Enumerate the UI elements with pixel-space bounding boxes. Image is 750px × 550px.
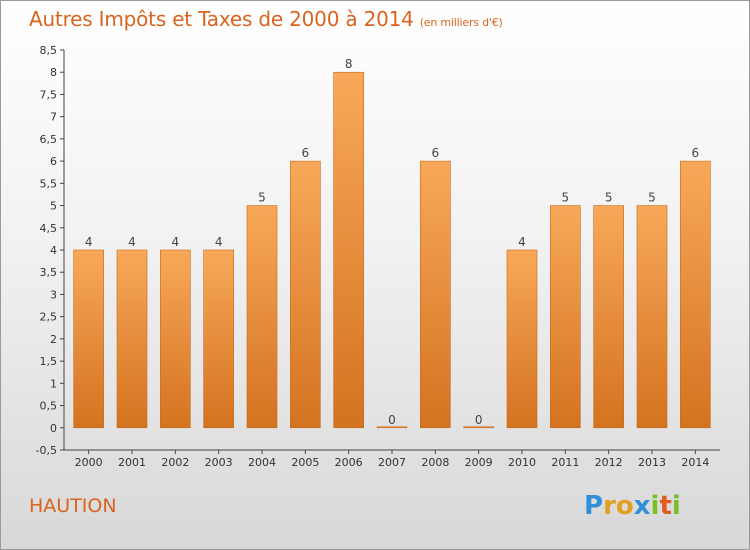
commune-name: HAUTION [29, 495, 117, 517]
bar [160, 249, 191, 429]
bar-value-label: 4 [215, 235, 223, 249]
y-tick-label: 1 [50, 377, 57, 390]
bar-value-label: 8 [345, 57, 353, 71]
bar [246, 205, 278, 429]
bar [290, 160, 321, 429]
logo-letter: t [659, 491, 672, 521]
bar [680, 160, 711, 429]
x-tick-label: 2003 [205, 456, 233, 469]
y-tick-label: 4 [50, 244, 57, 257]
bar [333, 71, 364, 429]
chart-data-labels: 4 4 4 4 5 6 8 0 6 0 4 5 5 5 6 [85, 57, 699, 427]
bar [73, 249, 104, 429]
x-tick-label: 2006 [335, 456, 363, 469]
logo-letter: o [615, 491, 634, 521]
x-tick-label: 2013 [638, 456, 666, 469]
bar-value-label: 6 [302, 146, 310, 160]
y-tick-label: 5,5 [40, 177, 58, 190]
y-tick-label: 7,5 [40, 88, 58, 101]
logo-letter: P [584, 491, 604, 521]
chart-title: Autres Impôts et Taxes de 2000 à 2014 (en… [29, 7, 503, 31]
logo-letter: i [650, 491, 660, 521]
bar [203, 249, 234, 429]
bar-value-label: 4 [518, 235, 526, 249]
x-tick-label: 2004 [248, 456, 276, 469]
bar [636, 205, 668, 429]
bar-value-label: 0 [388, 413, 396, 427]
y-tick-label: 3 [50, 288, 57, 301]
bar [463, 426, 494, 429]
chart-bars [73, 71, 711, 429]
y-tick-label: -0,5 [36, 444, 57, 457]
bar-value-label: 6 [432, 146, 440, 160]
title-unit: (en milliers d'€) [419, 16, 503, 29]
bar-value-label: 6 [692, 146, 700, 160]
y-tick-label: 2 [50, 333, 57, 346]
title-text: Autres Impôts et Taxes de 2000 à 2014 [29, 7, 414, 31]
logo-letter: r [603, 491, 616, 521]
x-tick-label: 2002 [161, 456, 189, 469]
chart-axes: -0,5 0 0,5 1 1,5 2 2,5 3 3,5 4 4,5 5 5,5 6 6,5 7 7,5 8 8,5… [36, 44, 720, 469]
bar [593, 205, 624, 429]
x-tick-label: 2000 [75, 456, 103, 469]
bar-value-label: 5 [648, 191, 656, 205]
x-tick-label: 2010 [508, 456, 536, 469]
bar [376, 426, 408, 429]
x-tick-label: 2011 [551, 456, 579, 469]
x-tick-label: 2009 [465, 456, 493, 469]
logo-letter: i [671, 491, 681, 521]
bar-value-label: 5 [258, 191, 266, 205]
y-tick-label: 1,5 [40, 355, 58, 368]
logo-letter: x [633, 491, 651, 521]
y-tick-label: 2,5 [40, 311, 58, 324]
bar [550, 205, 581, 429]
bar-value-label: 5 [605, 191, 613, 205]
x-tick-label: 2007 [378, 456, 406, 469]
x-tick-label: 2012 [595, 456, 623, 469]
bar-value-label: 0 [475, 413, 483, 427]
y-tick-label: 0 [50, 422, 57, 435]
y-tick-label: 8,5 [40, 44, 58, 57]
x-tick-label: 2008 [421, 456, 449, 469]
y-tick-label: 6,5 [40, 133, 58, 146]
bar-value-label: 4 [85, 235, 93, 249]
y-tick-label: 6 [50, 155, 57, 168]
x-tick-label: 2014 [681, 456, 709, 469]
y-tick-label: 8 [50, 66, 57, 79]
bar [116, 249, 148, 429]
bar-value-label: 5 [562, 191, 570, 205]
x-tick-label: 2001 [118, 456, 146, 469]
y-tick-label: 3,5 [40, 266, 58, 279]
bar-value-label: 4 [172, 235, 180, 249]
proxiti-logo: Proxiti [584, 491, 681, 521]
x-tick-label: 2005 [291, 456, 319, 469]
bar [506, 249, 538, 429]
y-tick-label: 4,5 [40, 222, 58, 235]
bar-value-label: 4 [128, 235, 136, 249]
y-tick-label: 0,5 [40, 400, 58, 413]
bar [420, 160, 451, 429]
y-tick-label: 5 [50, 200, 57, 213]
y-tick-label: 7 [50, 111, 57, 124]
